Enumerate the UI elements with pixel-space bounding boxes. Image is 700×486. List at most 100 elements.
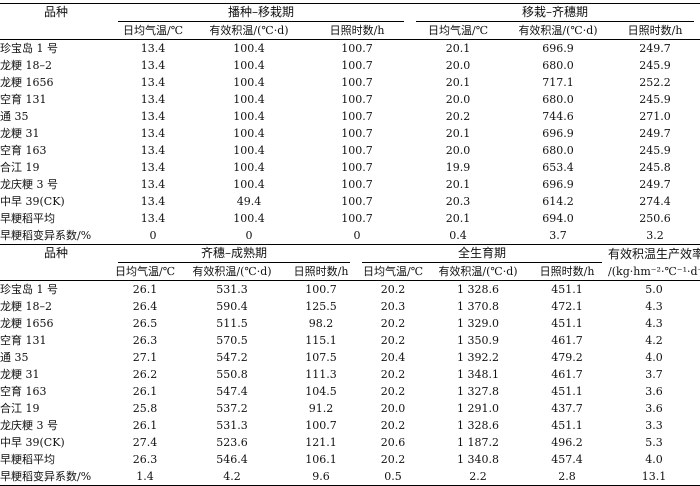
table-cell: 100.4: [233, 110, 265, 123]
table-row: 空育 163 26.1 547.4 104.5 20.2 1 327.8 451.1 3.6: [0, 383, 700, 400]
table-cell: 245.9: [639, 59, 671, 72]
table-cell: 461.7: [551, 368, 583, 381]
row-label: 龙粳 1656: [0, 317, 54, 330]
table-cell: 115.1: [305, 334, 337, 347]
col-header: 有效积温/(℃·d): [518, 24, 598, 37]
table-cell: 20.1: [445, 76, 471, 89]
table-cell: 614.2: [542, 195, 574, 208]
col-header: 有效积温/(℃·d): [209, 24, 289, 37]
table-cell: 1 328.6: [457, 283, 500, 296]
table-cell: 13.4: [140, 195, 166, 208]
row-label: 龙粳 31: [0, 368, 40, 381]
table-row: 早粳稻变异系数/% 1.4 4.2 9.6 0.5 2.2 2.8 13.1: [0, 468, 700, 486]
table-cell: 1 291.0: [457, 402, 500, 415]
table-cell: 511.5: [216, 317, 248, 330]
table-cell: 20.0: [445, 144, 471, 157]
table-cell: 100.4: [233, 144, 265, 157]
table-cell: 100.7: [305, 419, 337, 432]
table-cell: 3.6: [645, 402, 663, 415]
table-cell: 680.0: [542, 59, 574, 72]
row-label: 龙粳 18–2: [0, 300, 52, 313]
table-cell: 696.9: [542, 127, 574, 140]
row-label: 龙粳 18–2: [0, 59, 52, 72]
group-header-heading-maturity: 齐穗–成熟期: [118, 245, 351, 263]
table-cell: 20.2: [445, 110, 471, 123]
table-cell: 550.8: [216, 368, 248, 381]
table-row: 空育 163 13.4 100.4 100.7 20.0 680.0 245.9: [0, 142, 700, 159]
table-cell: 249.7: [639, 42, 671, 55]
col-header: 日照时数/h: [627, 24, 683, 37]
row-label: 龙粳 31: [0, 127, 40, 140]
row-label: 早粳稻变异系数/%: [0, 470, 92, 483]
col-header: 日照时数/h: [539, 265, 595, 278]
table-cell: 680.0: [542, 144, 574, 157]
table-cell: 4.0: [645, 351, 663, 364]
table-cell: 121.1: [305, 436, 337, 449]
table-cell: 4.3: [645, 317, 663, 330]
table-cell: 100.7: [341, 127, 373, 140]
table-cell: 13.4: [140, 76, 166, 89]
table-cell: 2.8: [558, 470, 576, 483]
table-cell: 100.7: [341, 144, 373, 157]
row-label: 龙庆粳 3 号: [0, 419, 58, 432]
table-cell: 20.2: [380, 385, 406, 398]
table-cell: 100.4: [233, 178, 265, 191]
corner-label: 品种: [43, 5, 68, 19]
table-cell: 680.0: [542, 93, 574, 106]
table-cell: 20.6: [380, 436, 406, 449]
table-cell: 100.7: [341, 76, 373, 89]
row-label: 珍宝岛 1 号: [0, 42, 58, 55]
table-cell: 696.9: [542, 42, 574, 55]
table-cell: 100.4: [233, 93, 265, 106]
table-cell: 100.7: [341, 161, 373, 174]
row-label: 早粳稻变异系数/%: [0, 229, 92, 242]
table-cell: 531.3: [216, 419, 248, 432]
row-label: 空育 163: [0, 385, 47, 398]
table-row: 龙粳 31 13.4 100.4 100.7 20.1 696.9 249.7: [0, 125, 700, 142]
table-cell: 20.1: [445, 127, 471, 140]
table-cell: 26.1: [132, 419, 158, 432]
table-cell: 461.7: [551, 334, 583, 347]
table-cell: 547.4: [216, 385, 248, 398]
corner-label: 品种: [43, 246, 68, 260]
table-cell: 25.8: [132, 402, 158, 415]
table-row: 早粳稻平均 13.4 100.4 100.7 20.1 694.0 250.6: [0, 210, 700, 227]
table-cell: 457.4: [551, 453, 583, 466]
table-cell: 100.7: [341, 110, 373, 123]
table-cell: 3.7: [645, 368, 663, 381]
row-label: 中早 39(CK): [0, 436, 65, 449]
table-cell: 1.4: [136, 470, 154, 483]
table-cell: 249.7: [639, 178, 671, 191]
table-row: 合江 19 13.4 100.4 100.7 19.9 653.4 245.8: [0, 159, 700, 176]
col-header: 日照时数/h: [293, 265, 349, 278]
table-cell: 537.2: [216, 402, 248, 415]
table-cell: 1 187.2: [457, 436, 500, 449]
table-cell: 451.1: [551, 283, 583, 296]
table-cell: 0.5: [384, 470, 402, 483]
table-cell: 0: [353, 229, 361, 242]
table-cell: 20.1: [445, 212, 471, 225]
table-cell: 20.2: [380, 368, 406, 381]
table-row: 珍宝岛 1 号 13.4 100.4 100.7 20.1 696.9 249.7: [0, 40, 700, 58]
col-header: 日均气温/℃: [122, 24, 183, 37]
table-cell: 20.2: [380, 419, 406, 432]
table-cell: 653.4: [542, 161, 574, 174]
table-cell: 20.3: [445, 195, 471, 208]
col-header: 日均气温/℃: [363, 265, 424, 278]
table-cell: 20.0: [445, 93, 471, 106]
table-cell: 1 327.8: [457, 385, 500, 398]
table-cell: 717.1: [542, 76, 574, 89]
table-row: 合江 19 25.8 537.2 91.2 20.0 1 291.0 437.7 3.6: [0, 400, 700, 417]
table-cell: 13.4: [140, 161, 166, 174]
table-cell: 245.9: [639, 93, 671, 106]
table-cell: 20.3: [380, 300, 406, 313]
table-cell: 13.4: [140, 144, 166, 157]
table-cell: 245.8: [639, 161, 671, 174]
table-cell: 111.3: [305, 368, 337, 381]
table-cell: 0: [149, 229, 157, 242]
table-cell: 5.3: [645, 436, 663, 449]
group-header-transplant-heading: 移栽–齐穗期: [416, 4, 695, 22]
table-sowing-heading: 品种 播种–移栽期 移栽–齐穗期 日均气温/℃ 有效积温/(℃·d) 日照时数/…: [0, 3, 700, 245]
row-label: 空育 131: [0, 93, 47, 106]
row-label: 龙粳 1656: [0, 76, 54, 89]
